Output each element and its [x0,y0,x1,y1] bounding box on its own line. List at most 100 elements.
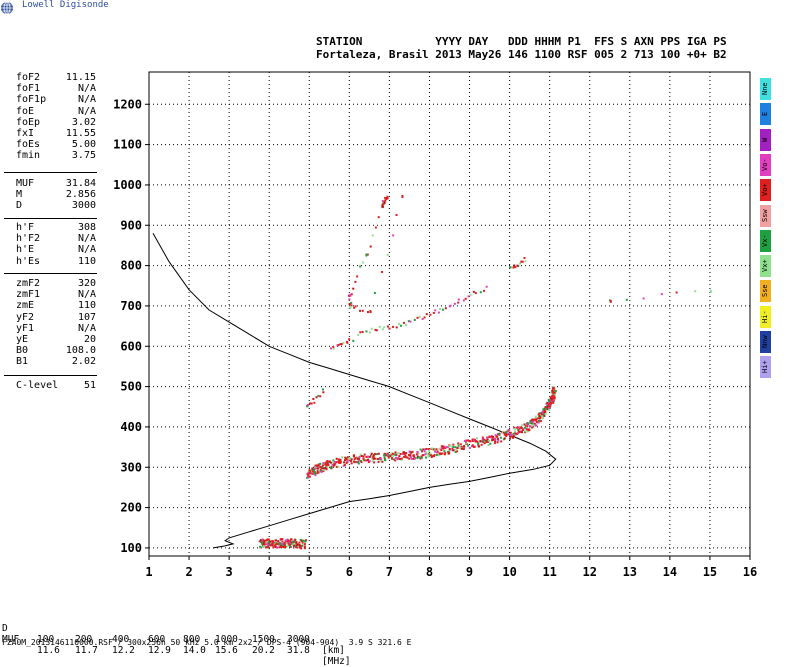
trace-point [547,398,550,401]
trace-point [428,452,431,455]
trace-point [522,429,525,432]
trace-point [313,401,316,404]
trace-point [519,426,522,429]
y-tick-label: 400 [120,420,142,434]
trace-point [353,458,356,461]
param-row: yF1 N/A [6,323,96,335]
trace-point [377,460,380,463]
trace-point [513,264,516,267]
trace-point [442,447,445,450]
trace-point [259,540,262,543]
trace-point [362,457,365,460]
trace-point [316,467,319,470]
trace-point [517,430,520,433]
param-separator [4,375,97,376]
trace-point [456,447,459,450]
trace-point [498,432,501,435]
param-value: 11.55 [65,128,96,139]
trace-point [531,420,534,423]
trace-point [306,405,309,408]
trace-point [444,447,447,450]
trace-point [535,421,538,424]
trace-point [470,445,473,448]
trace-point [539,412,542,415]
trace-point [360,460,363,463]
trace-point [273,541,276,544]
trace-point [342,464,345,467]
trace-point [339,460,342,463]
trace-point [487,440,490,443]
trace-point [526,430,529,433]
trace-point [279,544,282,547]
trace-point [281,542,284,545]
distance-value: 3000 [287,634,310,645]
trace-point [535,419,538,422]
x-tick-label: 3 [226,565,233,579]
trace-point [490,435,493,438]
trace-point [504,433,507,436]
trace-point [370,452,373,455]
param-row: foEs 5.00 [6,139,96,151]
param-name: B0 [16,345,29,357]
trace-point [521,260,524,263]
trace-point [553,395,556,398]
trace-point [362,261,365,264]
trace-point [411,450,414,453]
trace-point [526,422,529,425]
trace-point [332,459,335,462]
trace-point [347,294,350,297]
trace-point [367,455,370,458]
trace-point [546,401,549,404]
trace-point [553,389,556,392]
trace-point [368,455,371,458]
param-name: foF2 [16,72,41,83]
trace-point [319,462,322,465]
trace-point [459,443,462,446]
trace-point [469,293,472,296]
trace-point [406,456,409,459]
trace-point [660,293,663,296]
trace-point [468,440,471,443]
trace-point [539,420,542,423]
legend-item: Vx+ [760,255,771,278]
trace-point [493,442,496,445]
muf-unit: [MHz] [322,656,351,667]
trace-point [530,424,533,427]
param-name: foEs [16,139,41,151]
trace-point [393,458,396,461]
trace-point [413,318,416,321]
trace-point [366,253,369,256]
trace-point [502,431,505,434]
trace-point [304,539,307,542]
trace-point [381,328,384,331]
trace-point [392,234,395,237]
trace-point [376,452,379,455]
trace-point [421,317,424,320]
trace-point [420,456,423,459]
trace-point [417,456,420,459]
trace-point [517,428,520,431]
x-tick-label: 7 [386,565,393,579]
param-row: B1 2.02 [6,356,96,368]
trace-point [374,328,377,331]
trace-point [370,455,373,458]
trace-point [416,456,419,459]
param-value: 2.02 [71,356,96,368]
param-row: fmin 3.75 [6,150,96,162]
trace-point [452,449,455,452]
y-tick-label: 700 [120,299,142,313]
trace-point [339,343,342,346]
trace-point [421,450,424,453]
trace-point [286,539,289,542]
trace-point [509,431,512,434]
trace-point [709,289,712,293]
trace-point [486,436,489,439]
distance-value: 400 [112,634,130,645]
trace-point [545,407,548,410]
trace-point [465,442,468,445]
trace-point [399,324,402,327]
trace-point [503,437,506,440]
trace-point [542,408,545,411]
trace-point [457,444,460,447]
trace-point [340,343,343,346]
